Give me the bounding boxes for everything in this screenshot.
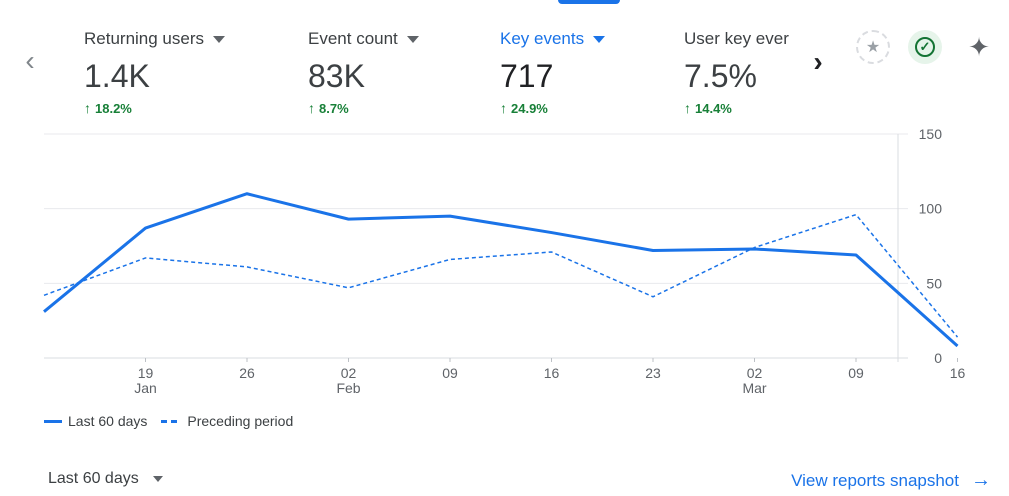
metric-value: 717 xyxy=(500,58,554,94)
metric-value: 7.5% xyxy=(684,58,757,94)
arrow-up-icon: ↑ xyxy=(500,100,507,116)
check-circle-icon[interactable]: ✓ xyxy=(908,30,942,64)
caret-down-icon xyxy=(152,476,163,482)
date-range-dropdown[interactable]: Last 60 days xyxy=(48,470,163,488)
x-tick-label: 09 xyxy=(848,365,864,381)
chevron-right-icon[interactable]: › xyxy=(813,46,823,77)
x-tick-label: 16 xyxy=(544,365,560,381)
legend-item-last-60-days: Last 60 days xyxy=(44,413,147,429)
chevron-left-icon[interactable]: ‹ xyxy=(25,45,35,76)
x-tick-label: 02 xyxy=(341,365,357,381)
x-tick-label: 16 xyxy=(950,365,966,381)
caret-down-icon xyxy=(213,35,226,43)
view-reports-snapshot-link[interactable]: View reports snapshot → xyxy=(791,469,991,492)
metric-key-events[interactable]: Key events 717 ↑ 24.9% xyxy=(500,28,606,128)
arrow-up-icon: ↑ xyxy=(684,100,691,116)
arrow-up-icon: ↑ xyxy=(308,100,315,116)
legend-label: Preceding period xyxy=(187,413,294,429)
caret-down-icon xyxy=(406,35,419,43)
y-tick-label: 100 xyxy=(919,201,943,217)
x-tick-label: 23 xyxy=(645,365,661,381)
active-tab-indicator xyxy=(558,0,620,4)
arrow-right-icon: → xyxy=(971,469,991,491)
metric-label: Key events xyxy=(500,28,606,50)
chart-legend: Last 60 days Preceding period xyxy=(44,413,307,429)
series-line-last-60-days xyxy=(43,192,959,348)
x-tick-month-label: Jan xyxy=(134,380,157,396)
metric-change: ↑ 8.7% xyxy=(308,100,349,116)
legend-item-preceding-period: Preceding period xyxy=(161,413,293,429)
metric-change: ↑ 24.9% xyxy=(500,100,548,116)
metric-label: Event count xyxy=(308,28,419,50)
sparkle-icon[interactable]: ✦ xyxy=(968,31,990,62)
metric-change: ↑ 18.2% xyxy=(84,100,132,116)
solid-line-swatch xyxy=(44,419,62,423)
x-tick-month-label: Mar xyxy=(742,380,766,396)
metric-carousel: Returning users 1.4K ↑ 18.2% Event count … xyxy=(84,28,800,128)
metric-change: ↑ 14.4% xyxy=(684,100,732,116)
metric-value: 1.4K xyxy=(84,58,150,94)
x-tick-label: 09 xyxy=(442,365,458,381)
metric-value: 83K xyxy=(308,58,365,94)
y-tick-label: 150 xyxy=(919,128,943,142)
check-icon: ✓ xyxy=(915,37,935,57)
badge-icon[interactable]: ★ xyxy=(856,30,890,64)
date-range-label: Last 60 days xyxy=(48,470,139,487)
x-tick-month-label: Feb xyxy=(336,380,360,396)
dashed-line-swatch xyxy=(161,419,180,423)
x-tick-label: 26 xyxy=(239,365,255,381)
metric-user-key-event-rate[interactable]: User key ever 7.5% ↑ 14.4% xyxy=(684,28,789,128)
y-tick-label: 50 xyxy=(926,275,942,291)
caret-down-icon xyxy=(593,35,606,43)
metric-returning-users[interactable]: Returning users 1.4K ↑ 18.2% xyxy=(84,28,226,128)
x-tick-label: 19 xyxy=(138,365,154,381)
metric-label: Returning users xyxy=(84,28,226,50)
metric-label: User key ever xyxy=(684,29,789,48)
arrow-up-icon: ↑ xyxy=(84,100,91,116)
metric-event-count[interactable]: Event count 83K ↑ 8.7% xyxy=(308,28,419,128)
series-line-preceding-period xyxy=(43,213,959,338)
y-tick-label: 0 xyxy=(934,350,942,366)
x-tick-label: 02 xyxy=(747,365,763,381)
snapshot-label: View reports snapshot xyxy=(791,470,959,490)
legend-label: Last 60 days xyxy=(68,413,148,429)
